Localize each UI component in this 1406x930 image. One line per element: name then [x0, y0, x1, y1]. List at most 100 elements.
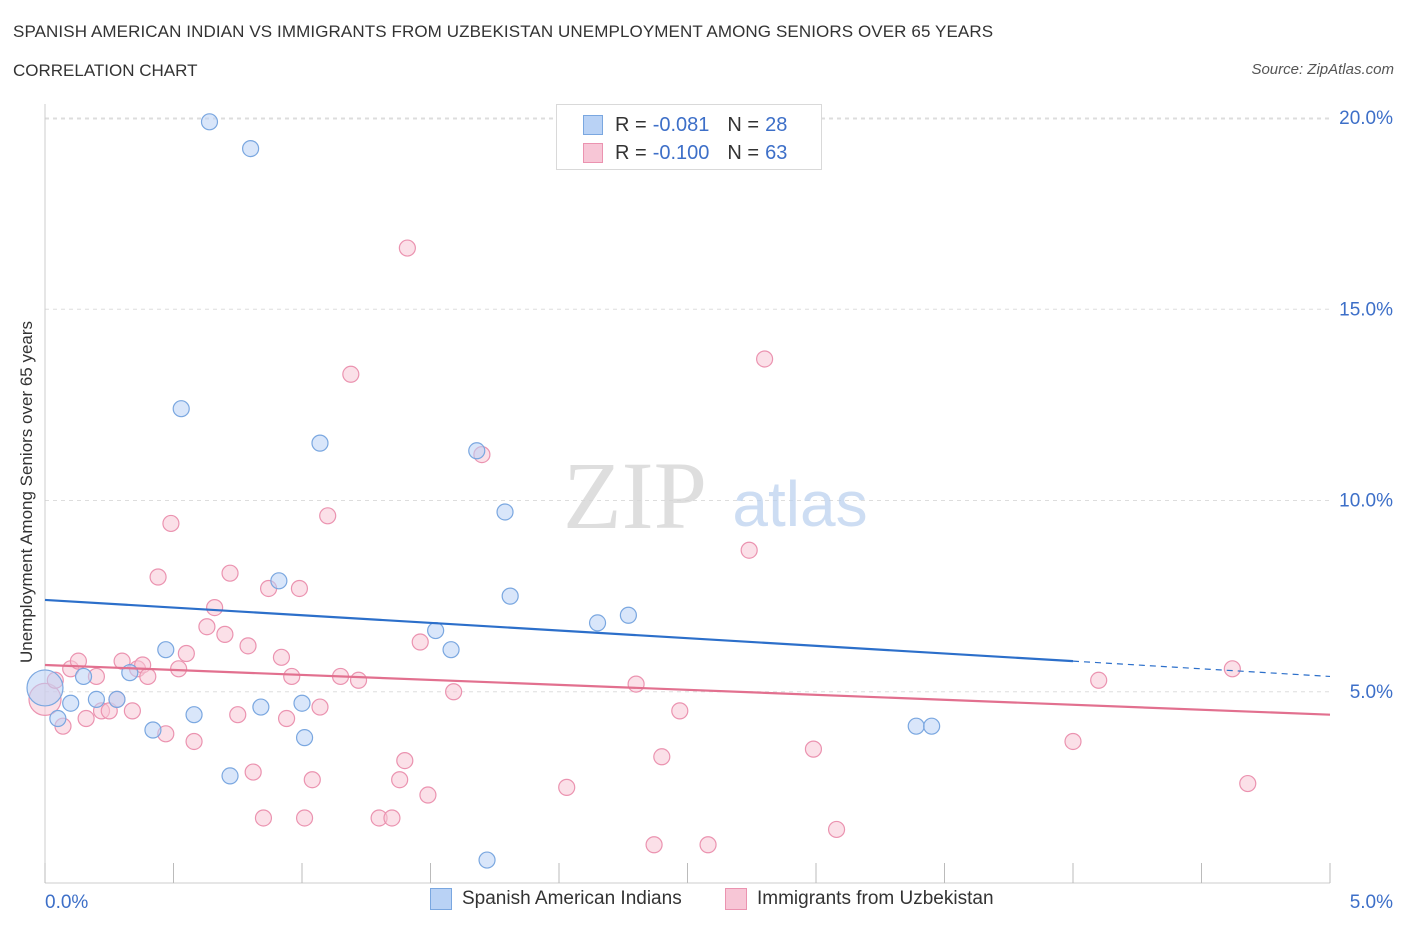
data-point-immigrant-uzbekistan — [671, 702, 689, 720]
data-point-immigrant-uzbekistan — [411, 633, 429, 651]
data-point-immigrant-uzbekistan — [254, 809, 273, 827]
legend-r-value: -0.081 — [652, 113, 710, 136]
data-point-spanish-american-indian — [172, 400, 190, 418]
data-point-immigrant-uzbekistan — [383, 809, 401, 827]
legend-r-value: -0.100 — [652, 141, 710, 164]
data-point-immigrant-uzbekistan — [283, 667, 301, 686]
data-point-immigrant-uzbekistan — [1090, 671, 1108, 689]
data-point-spanish-american-indian — [619, 606, 637, 624]
data-point-spanish-american-indian — [185, 706, 203, 724]
bottom-legend-spanish-american-indians: Spanish American Indians — [430, 888, 682, 910]
y-tick-label: 20.0% — [1339, 108, 1393, 129]
legend-swatch-blue — [583, 115, 603, 135]
data-point-spanish-american-indian — [478, 851, 496, 869]
data-point-immigrant-uzbekistan — [290, 579, 309, 598]
watermark-zip: ZIP — [563, 442, 707, 549]
data-point-immigrant-uzbekistan — [645, 836, 663, 854]
data-point-spanish-american-indian — [588, 614, 607, 632]
data-point-immigrant-uzbekistan — [239, 637, 257, 655]
data-point-immigrant-uzbekistan — [1223, 660, 1241, 678]
data-point-immigrant-uzbekistan — [185, 732, 203, 751]
data-points — [26, 113, 1257, 869]
data-point-immigrant-uzbekistan — [177, 644, 195, 663]
data-point-spanish-american-indian — [293, 694, 311, 712]
data-point-spanish-american-indian — [311, 434, 329, 452]
chart-title: SPANISH AMERICAN INDIAN VS IMMIGRANTS FR… — [13, 22, 994, 41]
data-point-immigrant-uzbekistan — [221, 564, 239, 582]
trend-line-extension — [1072, 660, 1331, 678]
data-point-immigrant-uzbekistan — [419, 786, 437, 804]
data-point-spanish-american-indian — [62, 694, 80, 712]
gridlines — [45, 117, 1330, 693]
data-point-immigrant-uzbekistan — [445, 683, 463, 701]
x-tick-label: 0.0% — [45, 892, 88, 913]
bottom-legend-swatch-blue — [430, 888, 452, 910]
data-point-immigrant-uzbekistan — [653, 748, 671, 766]
watermark-atlas: atlas — [732, 468, 867, 540]
data-point-spanish-american-indian — [496, 503, 514, 521]
legend-r-label: R = — [615, 113, 647, 136]
legend-n-label: N = — [727, 113, 760, 136]
data-point-immigrant-uzbekistan — [804, 740, 823, 758]
data-point-immigrant-uzbekistan — [216, 625, 234, 643]
chart-subtitle: CORRELATION CHART — [13, 61, 198, 80]
data-point-immigrant-uzbekistan — [277, 709, 296, 728]
data-point-immigrant-uzbekistan — [740, 541, 758, 559]
bottom-legend-immigrants-uzbekistan: Immigrants from Uzbekistan — [725, 888, 994, 910]
data-point-immigrant-uzbekistan — [699, 836, 717, 854]
data-point-spanish-american-indian — [221, 767, 239, 785]
data-point-spanish-american-indian — [252, 698, 270, 716]
data-point-immigrant-uzbekistan — [77, 709, 95, 728]
data-point-immigrant-uzbekistan — [398, 239, 416, 257]
trend-lines — [44, 598, 1331, 716]
data-point-spanish-american-indian — [295, 729, 314, 747]
data-point-immigrant-uzbekistan — [149, 568, 167, 586]
tick-labels: 5.0% 10.0% 15.0% 20.0% 0.0% 5.0% — [45, 108, 1393, 913]
legend-row-immigrants-uzbekistan: R = -0.100 N = 63 — [583, 141, 787, 165]
legend-n-label: N = — [727, 141, 760, 164]
data-point-immigrant-uzbekistan — [319, 507, 337, 525]
data-point-spanish-american-indian — [26, 669, 64, 707]
y-tick-label: 5.0% — [1350, 682, 1393, 703]
legend-n-value: 28 — [765, 113, 788, 136]
data-point-spanish-american-indian — [108, 690, 126, 709]
legend-r-label: R = — [615, 141, 647, 164]
data-point-immigrant-uzbekistan — [206, 598, 224, 617]
data-point-immigrant-uzbekistan — [303, 771, 321, 789]
data-point-spanish-american-indian — [427, 621, 445, 640]
data-point-immigrant-uzbekistan — [162, 514, 180, 533]
y-tick-label: 15.0% — [1339, 299, 1393, 320]
data-point-spanish-american-indian — [144, 721, 162, 739]
data-point-immigrant-uzbekistan — [139, 667, 157, 686]
data-point-immigrant-uzbekistan — [244, 763, 262, 781]
data-point-immigrant-uzbekistan — [396, 751, 414, 770]
trend-line-spanish-american-indians — [44, 598, 1074, 663]
data-point-immigrant-uzbekistan — [827, 820, 846, 839]
data-point-spanish-american-indian — [49, 709, 67, 728]
data-point-spanish-american-indian — [200, 113, 219, 131]
data-point-spanish-american-indian — [157, 641, 175, 659]
data-point-immigrant-uzbekistan — [627, 675, 645, 693]
data-point-immigrant-uzbekistan — [755, 350, 774, 368]
data-point-spanish-american-indian — [442, 641, 460, 659]
legend-row-spanish-american-indians: R = -0.081 N = 28 — [583, 113, 787, 137]
bottom-legend-swatch-pink — [725, 888, 747, 910]
data-point-spanish-american-indian — [74, 667, 93, 686]
data-point-spanish-american-indian — [907, 717, 925, 735]
data-point-immigrant-uzbekistan — [198, 618, 216, 636]
data-point-immigrant-uzbekistan — [123, 702, 141, 720]
trend-line-immigrants-uzbekistan — [44, 663, 1331, 716]
y-tick-label: 10.0% — [1339, 491, 1393, 512]
data-point-immigrant-uzbekistan — [1064, 732, 1082, 751]
data-point-spanish-american-indian — [242, 140, 260, 158]
legend-swatch-pink — [583, 143, 603, 163]
y-axis-label: Unemployment Among Seniors over 65 years — [17, 320, 36, 664]
data-point-immigrant-uzbekistan — [229, 706, 247, 724]
data-point-immigrant-uzbekistan — [342, 365, 360, 383]
bottom-legend-label: Immigrants from Uzbekistan — [757, 888, 994, 909]
data-point-immigrant-uzbekistan — [391, 771, 409, 789]
data-point-immigrant-uzbekistan — [558, 778, 576, 796]
data-point-immigrant-uzbekistan — [1239, 774, 1257, 793]
legend-n-value: 63 — [765, 141, 788, 164]
